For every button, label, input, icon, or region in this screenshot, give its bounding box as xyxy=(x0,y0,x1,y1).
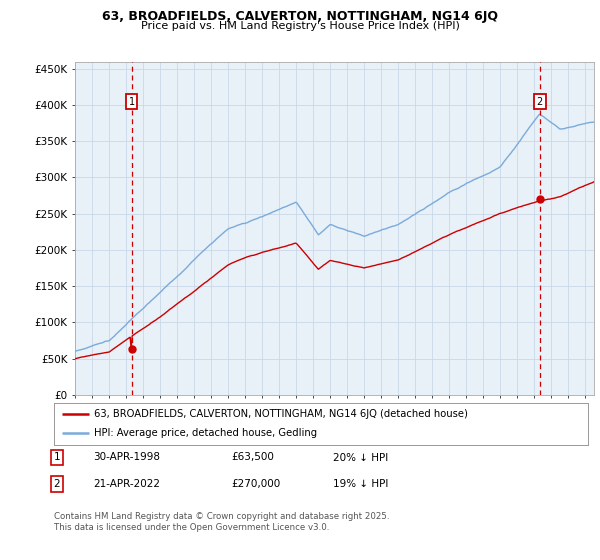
Text: 2: 2 xyxy=(536,96,543,106)
Text: Price paid vs. HM Land Registry's House Price Index (HPI): Price paid vs. HM Land Registry's House … xyxy=(140,21,460,31)
Text: £270,000: £270,000 xyxy=(231,479,280,489)
Text: 20% ↓ HPI: 20% ↓ HPI xyxy=(333,452,388,463)
Text: HPI: Average price, detached house, Gedling: HPI: Average price, detached house, Gedl… xyxy=(94,428,317,438)
Text: 63, BROADFIELDS, CALVERTON, NOTTINGHAM, NG14 6JQ (detached house): 63, BROADFIELDS, CALVERTON, NOTTINGHAM, … xyxy=(94,409,468,419)
Text: 21-APR-2022: 21-APR-2022 xyxy=(93,479,160,489)
Text: 1: 1 xyxy=(53,452,61,463)
Text: Contains HM Land Registry data © Crown copyright and database right 2025.
This d: Contains HM Land Registry data © Crown c… xyxy=(54,512,389,532)
Text: 19% ↓ HPI: 19% ↓ HPI xyxy=(333,479,388,489)
Text: £63,500: £63,500 xyxy=(231,452,274,463)
Text: 1: 1 xyxy=(128,96,135,106)
Text: 63, BROADFIELDS, CALVERTON, NOTTINGHAM, NG14 6JQ: 63, BROADFIELDS, CALVERTON, NOTTINGHAM, … xyxy=(102,10,498,23)
Text: 2: 2 xyxy=(53,479,61,489)
Text: 30-APR-1998: 30-APR-1998 xyxy=(93,452,160,463)
